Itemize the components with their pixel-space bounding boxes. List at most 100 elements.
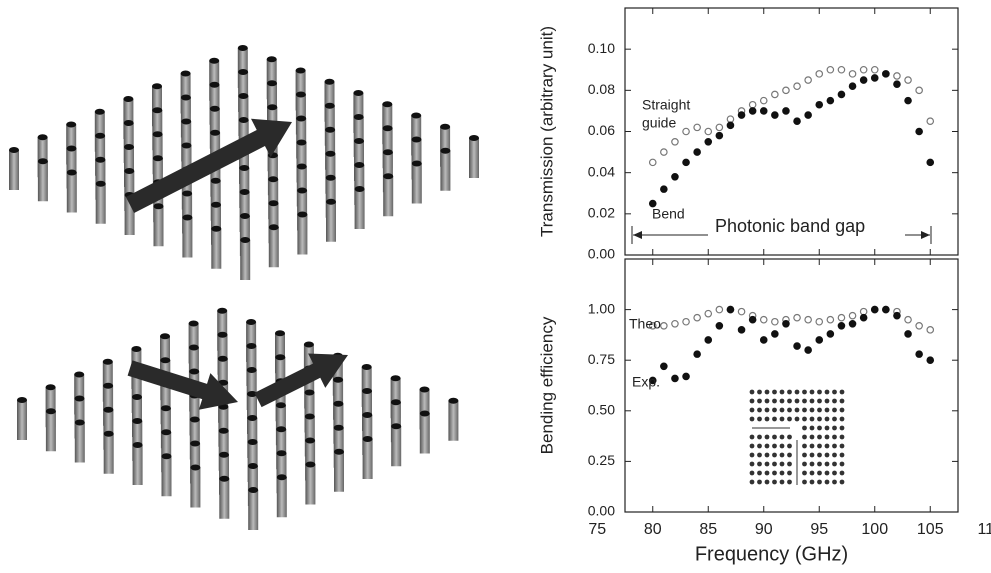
rod bbox=[362, 439, 373, 479]
data-point bbox=[804, 315, 812, 324]
rod bbox=[382, 128, 393, 169]
inset-rod bbox=[809, 407, 815, 413]
rod bbox=[333, 427, 344, 468]
rod bbox=[181, 169, 192, 210]
inset-rod bbox=[824, 398, 830, 404]
rod bbox=[153, 206, 164, 247]
rod bbox=[238, 96, 249, 136]
inset-rod bbox=[779, 470, 785, 476]
rod-top bbox=[419, 386, 430, 393]
rod bbox=[354, 189, 365, 229]
data-point bbox=[715, 123, 724, 132]
rod-top bbox=[266, 56, 277, 63]
data-point bbox=[848, 82, 857, 91]
rod-top bbox=[124, 168, 135, 174]
data-point bbox=[759, 107, 768, 115]
y-axis-label: Transmission (arbitrary unit) bbox=[537, 26, 556, 237]
series-label: Theo bbox=[629, 316, 661, 332]
rod bbox=[382, 104, 393, 145]
rod bbox=[247, 418, 258, 458]
rod bbox=[9, 150, 19, 190]
inset-rod bbox=[764, 416, 770, 422]
rod-top bbox=[102, 358, 113, 365]
data-point bbox=[804, 76, 812, 84]
inset-rod bbox=[764, 389, 770, 395]
rod bbox=[209, 108, 220, 149]
rod-top bbox=[296, 163, 307, 170]
rod bbox=[268, 203, 279, 244]
rod-top bbox=[411, 160, 422, 167]
rod bbox=[37, 161, 48, 202]
rod-top bbox=[362, 436, 373, 442]
rod bbox=[247, 442, 258, 482]
data-point bbox=[926, 117, 935, 126]
inset-rod bbox=[802, 443, 807, 449]
inset-rod bbox=[779, 452, 785, 458]
data-point bbox=[859, 307, 868, 316]
series-label: Exp. bbox=[632, 374, 660, 390]
rod-top bbox=[333, 424, 344, 431]
rod-top bbox=[419, 410, 430, 417]
inset-rod bbox=[817, 389, 822, 395]
data-point bbox=[715, 321, 724, 330]
rod-top bbox=[182, 214, 193, 221]
data-point bbox=[737, 111, 746, 119]
rod-top bbox=[362, 412, 373, 418]
rod bbox=[268, 227, 279, 268]
data-point bbox=[671, 172, 679, 181]
rod bbox=[217, 310, 228, 351]
rod bbox=[334, 451, 344, 492]
rod bbox=[102, 361, 113, 402]
rod-top bbox=[239, 213, 250, 219]
data-point bbox=[693, 313, 701, 322]
rod-top bbox=[74, 395, 85, 402]
rod bbox=[276, 477, 287, 518]
rod bbox=[247, 466, 258, 506]
arrow bbox=[254, 353, 348, 408]
rod-top bbox=[295, 67, 306, 74]
inset-rod bbox=[832, 452, 837, 458]
rod bbox=[209, 60, 220, 101]
arrow bbox=[127, 360, 238, 410]
band-gap-arrowhead bbox=[633, 231, 642, 239]
inset-rod bbox=[832, 443, 837, 449]
rod-top bbox=[45, 408, 56, 415]
series-label: guide bbox=[642, 115, 676, 131]
inset-rod bbox=[779, 434, 785, 440]
x-tick-label: 105 bbox=[917, 521, 944, 538]
rod bbox=[239, 168, 250, 208]
inset-rod bbox=[764, 443, 770, 449]
rod-top bbox=[353, 90, 364, 96]
rod bbox=[219, 454, 229, 495]
rod bbox=[354, 165, 365, 205]
data-point bbox=[893, 311, 901, 320]
rod-top bbox=[354, 162, 365, 168]
rod bbox=[123, 123, 134, 163]
inset-rod bbox=[839, 425, 845, 431]
plots: 0.00 0.02 0.04 0.06 0.08 0.10 Transmission (ar… bbox=[537, 7, 991, 565]
y-axis-label: Bending efficiency bbox=[537, 316, 556, 454]
rod bbox=[217, 358, 228, 399]
data-point bbox=[848, 311, 857, 320]
data-point bbox=[904, 315, 912, 324]
inset-rod bbox=[749, 443, 755, 449]
inset-rod bbox=[824, 479, 830, 485]
rod-top bbox=[325, 150, 336, 157]
inset-rod bbox=[772, 407, 777, 413]
y-tick-label: 0.06 bbox=[588, 122, 615, 138]
data-point bbox=[904, 330, 912, 338]
inset-rod bbox=[772, 434, 777, 440]
rod bbox=[419, 413, 430, 454]
inset-rod bbox=[839, 389, 845, 395]
inset-rod bbox=[824, 425, 830, 431]
inset-rod bbox=[794, 398, 800, 404]
rod-top bbox=[180, 94, 191, 101]
inset-rod bbox=[764, 407, 770, 413]
data-point bbox=[737, 326, 746, 334]
rod-top bbox=[391, 423, 402, 430]
inset-rod bbox=[824, 389, 830, 395]
rod bbox=[266, 59, 277, 100]
rod bbox=[304, 368, 315, 409]
data-point bbox=[759, 96, 768, 105]
inset-rod bbox=[772, 461, 777, 467]
